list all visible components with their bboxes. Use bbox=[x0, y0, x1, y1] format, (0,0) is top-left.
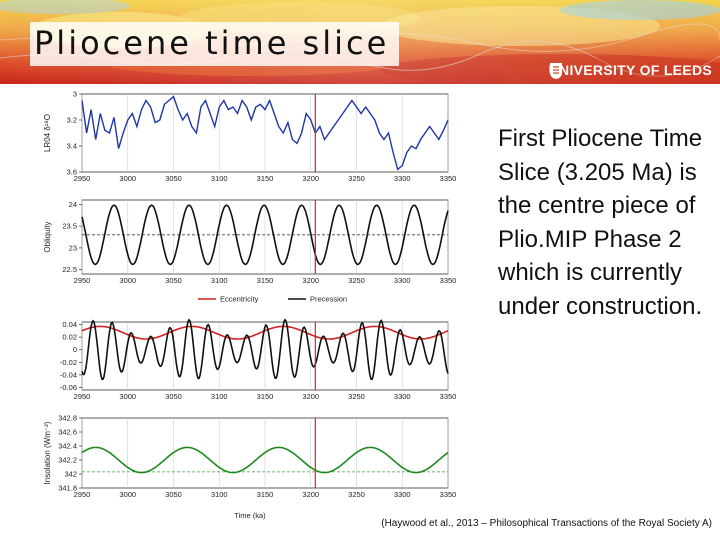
x-tick-label: 3300 bbox=[394, 174, 411, 183]
chart-panel-3: 2950 3000 3050 3100 3150 3200 3250 3300 3350 0.04… bbox=[60, 318, 457, 401]
x-tick-label: 3150 bbox=[257, 276, 274, 285]
y-tick-label: 24 bbox=[69, 200, 77, 209]
y-axis-label: Insolation (Wm⁻²) bbox=[43, 421, 52, 484]
x-tick-label: 3050 bbox=[165, 174, 182, 183]
y-axis-label: Obliquity bbox=[43, 221, 52, 252]
y-tick-label: 342.2 bbox=[58, 456, 77, 465]
y-tick-label: 3 bbox=[73, 90, 77, 99]
x-tick-label: 3350 bbox=[440, 392, 457, 401]
x-tick-label: 3200 bbox=[302, 490, 319, 499]
x-tick-label: 3150 bbox=[257, 490, 274, 499]
x-tick-label: 3350 bbox=[440, 490, 457, 499]
x-tick-label: 3000 bbox=[119, 276, 136, 285]
y-axis-label: LR04 δ¹⁸O bbox=[43, 114, 52, 152]
y-tick-label: -0.04 bbox=[60, 370, 77, 379]
leeds-crest-icon bbox=[549, 63, 562, 79]
x-tick-label: 2950 bbox=[74, 392, 91, 401]
y-tick-label: 3.2 bbox=[67, 116, 77, 125]
x-tick-label: 3250 bbox=[348, 276, 365, 285]
x-tick-label: 3300 bbox=[394, 276, 411, 285]
x-tick-label: 3300 bbox=[394, 490, 411, 499]
x-tick-label: 3150 bbox=[257, 174, 274, 183]
university-logo: UNIVERSITY OF LEEDS bbox=[548, 62, 712, 79]
series-line-precession bbox=[81, 318, 449, 381]
x-tick-label: 3200 bbox=[302, 174, 319, 183]
x-tick-label: 3350 bbox=[440, 276, 457, 285]
series-line-obliquity bbox=[81, 204, 449, 266]
chart-legend: Eccentricity Precession bbox=[198, 295, 347, 304]
citation-text: (Haywood et al., 2013 – Philosophical Tr… bbox=[381, 518, 712, 529]
y-tick-label: 0 bbox=[73, 345, 77, 354]
x-tick-label: 3200 bbox=[302, 276, 319, 285]
y-tick-label: 23.5 bbox=[62, 222, 77, 231]
x-tick-label: 3050 bbox=[165, 392, 182, 401]
x-tick-label: 3000 bbox=[119, 392, 136, 401]
y-tick-label: 22.5 bbox=[62, 265, 77, 274]
y-tick-label: -0.06 bbox=[60, 383, 77, 392]
series-line-insolation bbox=[81, 446, 449, 474]
y-tick-label: 0.02 bbox=[62, 333, 77, 342]
x-axis-label: Time (ka) bbox=[234, 511, 266, 520]
x-tick-label: 3100 bbox=[211, 276, 228, 285]
y-tick-label: 3.6 bbox=[67, 168, 77, 177]
legend-label-eccentricity: Eccentricity bbox=[220, 295, 259, 304]
chart-panel-1: 2950 3000 3050 3100 3150 3200 3250 3300 3350 3 3.2… bbox=[43, 90, 456, 184]
x-tick-label: 3100 bbox=[211, 490, 228, 499]
x-tick-label: 3000 bbox=[119, 490, 136, 499]
y-tick-label: 342.4 bbox=[58, 442, 77, 451]
x-tick-label: 3100 bbox=[211, 174, 228, 183]
page-title: Pliocene time slice bbox=[30, 22, 400, 66]
x-tick-label: 3050 bbox=[165, 490, 182, 499]
x-tick-label: 3050 bbox=[165, 276, 182, 285]
legend-label-precession: Precession bbox=[310, 295, 347, 304]
y-tick-label: 342.6 bbox=[58, 428, 77, 437]
x-tick-label: 3100 bbox=[211, 392, 228, 401]
y-tick-label: 0.04 bbox=[62, 320, 77, 329]
y-tick-label: 341.8 bbox=[58, 484, 77, 493]
x-tick-label: 3250 bbox=[348, 392, 365, 401]
chart-panel-4: 2950 3000 3050 3100 3150 3200 3250 3300 3350 342.… bbox=[43, 414, 456, 500]
x-tick-label: 2950 bbox=[74, 174, 91, 183]
description-text: First Pliocene Time Slice (3.205 Ma) is … bbox=[498, 125, 703, 320]
x-tick-label: 3300 bbox=[394, 392, 411, 401]
orbital-parameters-chart: 2950 3000 3050 3100 3150 3200 3250 3300 3350 3 3.2… bbox=[43, 90, 457, 521]
x-tick-label: 3200 bbox=[302, 392, 319, 401]
x-tick-label: 3350 bbox=[440, 174, 457, 183]
x-tick-label: 2950 bbox=[74, 276, 91, 285]
x-tick-label: 3150 bbox=[257, 392, 274, 401]
series-line-lr04 bbox=[81, 95, 449, 171]
y-tick-label: 342 bbox=[64, 470, 77, 479]
x-tick-label: 3000 bbox=[119, 174, 136, 183]
x-tick-label: 3250 bbox=[348, 490, 365, 499]
y-tick-label: 342.8 bbox=[58, 414, 77, 423]
y-tick-label: 3.4 bbox=[67, 142, 77, 151]
university-name: UNIVERSITY OF LEEDS bbox=[548, 62, 712, 78]
y-tick-label: 23 bbox=[69, 243, 77, 252]
y-tick-label: -0.02 bbox=[60, 358, 77, 367]
chart-panel-2: 2950 3000 3050 3100 3150 3200 3250 3300 3350 22.5… bbox=[43, 199, 457, 285]
x-tick-label: 2950 bbox=[74, 490, 91, 499]
series-line-eccentricity bbox=[81, 325, 449, 340]
x-tick-label: 3250 bbox=[348, 174, 365, 183]
header-banner: Pliocene time slice UNIVERSITY OF LEEDS bbox=[0, 0, 720, 84]
